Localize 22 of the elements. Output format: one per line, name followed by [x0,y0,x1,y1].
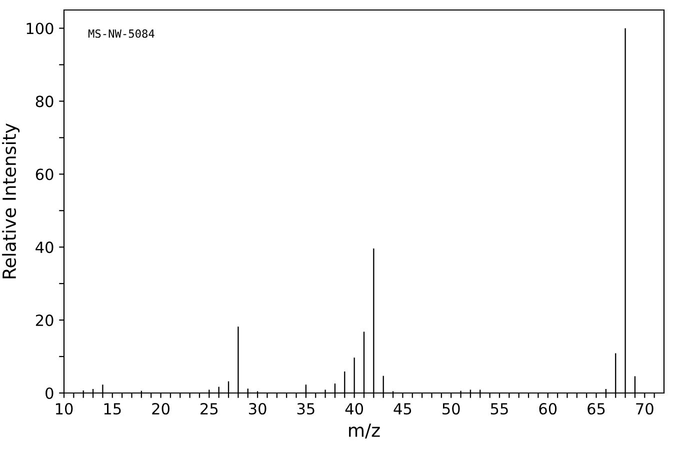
x-tick-label: 20 [152,402,170,415]
x-tick-label: 35 [297,402,314,415]
x-tick-label: 65 [588,402,605,415]
annotation: MS-NW-5084 [88,29,154,38]
y-tick-label: 80 [36,96,54,108]
y-tick-label: 20 [36,314,54,326]
y-tick-label: 0 [46,387,54,400]
y-tick-label: 40 [36,242,54,254]
x-tick-label: 15 [104,403,121,415]
y-tick-label: 100 [26,22,54,34]
y-tick-label: 60 [36,168,54,180]
x-tick-label: 10 [56,402,73,415]
x-tick-label: 70 [636,402,654,415]
x-tick-label: 40 [345,402,364,415]
y-axis-title: Relative Intensity [2,123,20,278]
x-tick-label: 25 [200,402,218,415]
x-tick-label: 50 [442,402,460,415]
x-axis-title: m/z [349,424,380,438]
x-tick-label: 45 [394,403,412,415]
x-tick-label: 30 [248,402,266,415]
x-tick-label: 55 [490,403,508,415]
x-tick-label: 60 [539,402,557,415]
